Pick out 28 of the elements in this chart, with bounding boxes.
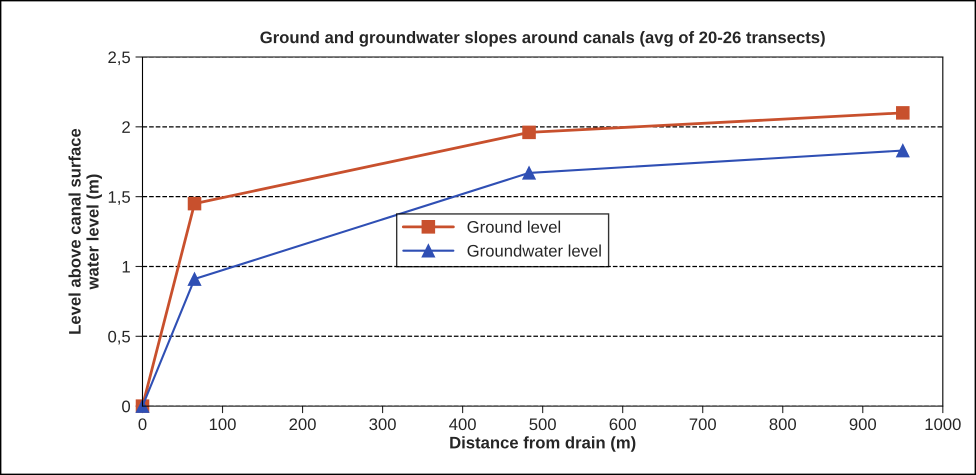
x-tick-label: 400 [449,418,476,430]
y-tick-label: 2 [122,121,130,133]
chart-title: Ground and groundwater slopes around canals (avg of 20-26 transects) [260,31,825,47]
point [522,166,536,180]
x-tick-label: 500 [529,418,556,430]
y-tick-label: 0,5 [108,330,130,344]
x-tick-label: 0 [138,418,146,430]
point [188,272,202,286]
point [896,106,910,120]
point [896,144,910,158]
x-tick-label: 800 [770,418,796,430]
x-tick-label: 300 [369,418,396,430]
x-tick-label: 700 [690,418,716,430]
x-tick-label: 200 [289,418,316,430]
legend-label: Ground level [468,220,560,233]
x-tick-label: 100 [210,418,236,430]
y-tick-label: 2,5 [108,51,130,66]
y-axis-title: Level above canal surface water level (m) [68,128,102,334]
legend-label: Groundwater level [468,244,601,257]
x-axis-title: Distance from drain (m) [450,436,636,452]
x-tick-label: 600 [610,418,636,430]
x-tick-label: 1000 [926,418,961,430]
y-tick-label: 1 [122,261,130,273]
y-tick-label: 0 [122,400,130,412]
point [522,126,536,140]
y-tick-label: 1,5 [108,191,130,205]
x-tick-label: 900 [850,418,876,430]
point [188,196,202,210]
